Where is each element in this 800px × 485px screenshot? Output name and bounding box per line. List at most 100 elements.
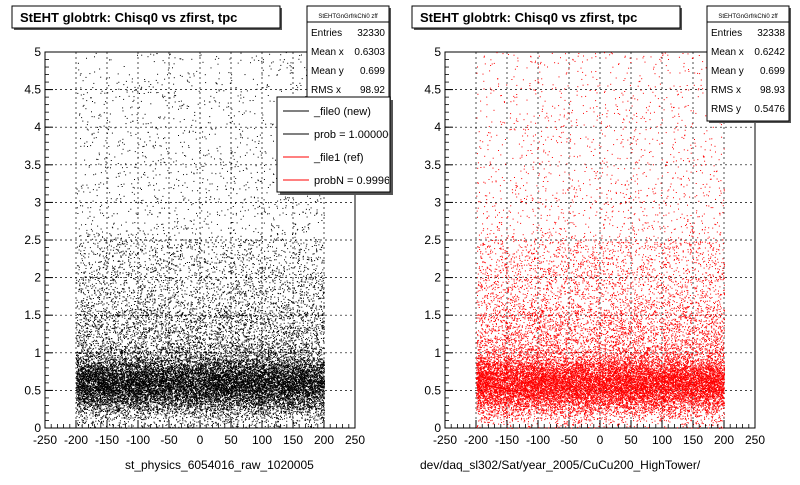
scatter-point bbox=[78, 414, 79, 415]
scatter-point bbox=[310, 426, 311, 427]
scatter-point bbox=[156, 405, 157, 406]
scatter-point bbox=[289, 401, 290, 402]
scatter-point bbox=[268, 421, 269, 422]
scatter-point bbox=[225, 360, 226, 361]
scatter-point bbox=[191, 365, 192, 366]
scatter-point bbox=[295, 360, 296, 361]
scatter-point bbox=[309, 399, 310, 400]
scatter-point bbox=[77, 424, 78, 425]
scatter-point bbox=[189, 410, 190, 411]
scatter-point bbox=[76, 384, 77, 385]
scatter-point bbox=[114, 412, 115, 413]
scatter-point bbox=[196, 354, 197, 355]
scatter-point bbox=[288, 382, 289, 383]
scatter-point bbox=[233, 409, 234, 410]
scatter-point bbox=[300, 409, 301, 410]
scatter-point bbox=[107, 375, 108, 376]
scatter-point bbox=[210, 357, 211, 358]
scatter-point bbox=[153, 412, 154, 413]
scatter-point bbox=[219, 371, 220, 372]
scatter-point bbox=[92, 410, 93, 411]
scatter-point bbox=[319, 400, 320, 401]
scatter-point bbox=[242, 355, 243, 356]
scatter-point bbox=[146, 370, 147, 371]
scatter-point bbox=[117, 357, 118, 358]
scatter-point bbox=[84, 368, 85, 369]
scatter-point bbox=[294, 408, 295, 409]
scatter-point bbox=[212, 400, 213, 401]
scatter-point bbox=[276, 381, 277, 382]
scatter-point bbox=[172, 427, 173, 428]
scatter-point bbox=[272, 418, 273, 419]
scatter-point bbox=[169, 403, 170, 404]
scatter-point bbox=[270, 426, 271, 427]
scatter-point bbox=[157, 414, 158, 415]
scatter-point bbox=[257, 387, 258, 388]
scatter-point bbox=[101, 378, 102, 379]
scatter-point bbox=[248, 384, 249, 385]
scatter-point bbox=[104, 369, 105, 370]
scatter-point bbox=[90, 397, 91, 398]
scatter-point bbox=[307, 378, 308, 379]
scatter-point bbox=[134, 414, 135, 415]
scatter-point bbox=[108, 405, 109, 406]
scatter-point bbox=[241, 357, 242, 358]
scatter-point bbox=[303, 409, 304, 410]
scatter-point bbox=[254, 354, 255, 355]
scatter-point bbox=[161, 366, 162, 367]
scatter-point bbox=[168, 354, 169, 355]
scatter-point bbox=[131, 356, 132, 357]
scatter-point bbox=[144, 414, 145, 415]
scatter-point bbox=[255, 421, 256, 422]
scatter-point bbox=[310, 415, 311, 416]
scatter-point bbox=[202, 370, 203, 371]
scatter-point bbox=[263, 361, 264, 362]
scatter-point bbox=[188, 393, 189, 394]
scatter-point bbox=[135, 391, 136, 392]
scatter-point bbox=[171, 354, 172, 355]
scatter-point bbox=[108, 353, 109, 354]
scatter-point bbox=[181, 394, 182, 395]
scatter-point bbox=[290, 353, 291, 354]
scatter-point bbox=[218, 374, 219, 375]
scatter-point bbox=[320, 413, 321, 414]
scatter-point bbox=[234, 402, 235, 403]
scatter-point bbox=[273, 413, 274, 414]
scatter-point bbox=[256, 390, 257, 391]
scatter-point bbox=[164, 355, 165, 356]
scatter-point bbox=[77, 409, 78, 410]
scatter-point bbox=[222, 402, 223, 403]
scatter-point bbox=[120, 356, 121, 357]
scatter-point bbox=[176, 409, 177, 410]
scatter-point bbox=[109, 425, 110, 426]
scatter-point bbox=[165, 417, 166, 418]
scatter-point bbox=[168, 355, 169, 356]
scatter-point bbox=[121, 408, 122, 409]
scatter-point bbox=[120, 413, 121, 414]
scatter-point bbox=[199, 384, 200, 385]
scatter-point bbox=[283, 398, 284, 399]
scatter-point bbox=[145, 375, 146, 376]
scatter-point bbox=[81, 353, 82, 354]
scatter-point bbox=[149, 416, 150, 417]
scatter-point bbox=[251, 396, 252, 397]
scatter-point bbox=[207, 376, 208, 377]
scatter-point bbox=[224, 423, 225, 424]
scatter-point bbox=[270, 404, 271, 405]
scatter-point bbox=[89, 373, 90, 374]
scatter-point bbox=[147, 413, 148, 414]
scatter-point bbox=[88, 400, 89, 401]
scatter-point bbox=[201, 423, 202, 424]
scatter-point bbox=[104, 409, 105, 410]
scatter-point bbox=[100, 381, 101, 382]
scatter-point bbox=[200, 362, 201, 363]
scatter-point bbox=[153, 355, 154, 356]
scatter-point bbox=[220, 402, 221, 403]
scatter-point bbox=[138, 398, 139, 399]
scatter-point bbox=[208, 363, 209, 364]
scatter-point bbox=[218, 401, 219, 402]
scatter-point bbox=[241, 419, 242, 420]
scatter-point bbox=[299, 398, 300, 399]
scatter-point bbox=[190, 399, 191, 400]
scatter-point bbox=[119, 405, 120, 406]
